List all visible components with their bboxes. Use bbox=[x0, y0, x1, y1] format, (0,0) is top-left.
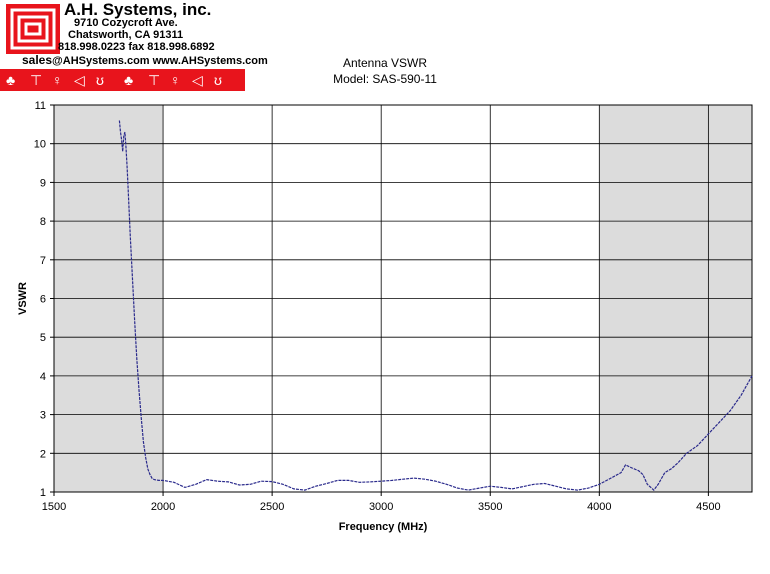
y-tick-label: 4 bbox=[40, 371, 46, 383]
y-tick-label: 1 bbox=[40, 487, 46, 499]
x-tick-label: 3500 bbox=[478, 501, 502, 513]
horn-icon: ◁ bbox=[74, 72, 85, 88]
contact-text: @AHSystems.com www.AHSystems.com bbox=[52, 55, 268, 67]
y-tick-label: 7 bbox=[40, 255, 46, 267]
x-tick-label: 1500 bbox=[42, 501, 66, 513]
antenna-icon: ♣ bbox=[6, 72, 16, 88]
y-tick-label: 10 bbox=[34, 139, 46, 151]
x-tick-label: 3000 bbox=[369, 501, 393, 513]
chart-subtitle: Model: SAS-590-11 bbox=[333, 72, 437, 86]
company-city: Chatsworth, CA 91311 bbox=[68, 29, 184, 41]
dipole-icon: ⊤ bbox=[148, 72, 161, 88]
x-tick-label: 2500 bbox=[260, 501, 284, 513]
company-contact: sales@AHSystems.com www.AHSystems.com bbox=[22, 53, 268, 67]
y-tick-label: 3 bbox=[40, 410, 46, 422]
x-tick-label: 4000 bbox=[587, 501, 611, 513]
series-line bbox=[118, 120, 753, 491]
y-tick-label: 8 bbox=[40, 216, 46, 228]
dipole-icon: ⊤ bbox=[30, 72, 43, 88]
y-tick-label: 9 bbox=[40, 177, 46, 189]
y-tick-label: 6 bbox=[40, 294, 46, 306]
dish-icon: ♀ bbox=[52, 72, 63, 88]
dish-icon: ♀ bbox=[170, 72, 181, 88]
company-phone: 818.998.0223 fax 818.998.6892 bbox=[58, 41, 215, 53]
loop-icon: ʊ bbox=[214, 72, 222, 88]
y-tick-label: 2 bbox=[40, 448, 46, 460]
x-tick-label: 4500 bbox=[696, 501, 720, 513]
y-tick-label: 5 bbox=[40, 332, 46, 344]
company-address: 9710 Cozycroft Ave. bbox=[74, 17, 178, 29]
antenna-icon: ♣ bbox=[124, 72, 134, 88]
x-tick-label: 2000 bbox=[151, 501, 175, 513]
horn-icon: ◁ bbox=[192, 72, 203, 88]
sales-prefix: sales bbox=[22, 53, 53, 67]
company-name: A.H. Systems, inc. bbox=[64, 0, 212, 19]
x-axis-label: Frequency (MHz) bbox=[339, 521, 428, 533]
company-logo bbox=[6, 4, 60, 54]
loop-icon: ʊ bbox=[96, 72, 104, 88]
y-tick-label: 11 bbox=[35, 100, 46, 112]
y-axis-label: VSWR bbox=[17, 282, 29, 315]
product-icon-strip: ♣ ⊤ ♀ ◁ ʊ ♣ ⊤ ♀ ◁ ʊ bbox=[0, 69, 245, 91]
company-header: A.H. Systems, inc. 9710 Cozycroft Ave. C… bbox=[0, 0, 268, 94]
chart-title: Antenna VSWR bbox=[342, 56, 428, 70]
